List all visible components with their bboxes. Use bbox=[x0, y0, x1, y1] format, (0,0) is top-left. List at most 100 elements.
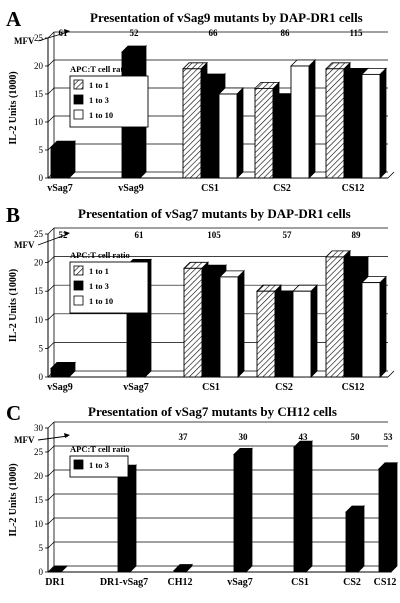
panel-letter: A bbox=[6, 7, 22, 31]
legend-entry: 1 to 1 bbox=[89, 266, 109, 276]
gridline-depth bbox=[47, 541, 55, 549]
mfv-label: MFV bbox=[14, 36, 35, 46]
x-category-label: CS1 bbox=[201, 183, 219, 194]
x-category-label: CS1 bbox=[202, 382, 220, 393]
y-tick-label: 20 bbox=[34, 258, 44, 268]
x-category-label: CS12 bbox=[342, 382, 365, 393]
legend-swatch bbox=[73, 94, 84, 105]
bar-front bbox=[272, 99, 292, 179]
bar-cs2-1-to-10 bbox=[292, 284, 318, 378]
x-category-label: CS2 bbox=[343, 577, 361, 588]
bar-front bbox=[343, 73, 363, 179]
bar-vsag7-1-to-3 bbox=[50, 140, 76, 179]
legend-swatch bbox=[73, 109, 84, 120]
x-category-label: DR1-vSag7 bbox=[100, 577, 148, 588]
bar-side bbox=[379, 275, 387, 378]
y-tick-label: 20 bbox=[34, 61, 44, 71]
bar-front bbox=[378, 468, 392, 573]
mfv-value: 86 bbox=[281, 28, 291, 38]
floor-edge bbox=[387, 370, 395, 378]
x-category-label: vSag9 bbox=[118, 183, 144, 194]
mfv-arrowhead bbox=[64, 231, 70, 236]
mfv-value: 37 bbox=[179, 432, 189, 442]
legend-entry: 1 to 3 bbox=[89, 281, 109, 291]
gridline-depth bbox=[47, 284, 55, 292]
floor-edge bbox=[387, 171, 395, 179]
gridline-depth bbox=[47, 59, 55, 67]
bar-front bbox=[50, 146, 70, 179]
legend-entry: 1 to 10 bbox=[89, 296, 113, 306]
bar-front bbox=[361, 282, 381, 378]
bar-front bbox=[361, 73, 381, 179]
gridline-depth bbox=[47, 565, 55, 573]
legend-swatch bbox=[73, 280, 84, 291]
legend-swatch bbox=[73, 79, 84, 90]
bar-front bbox=[274, 296, 294, 378]
y-axis-label: IL-2 Units (1000) bbox=[8, 463, 19, 536]
gridline-depth bbox=[47, 31, 55, 39]
mfv-value: 66 bbox=[209, 28, 219, 38]
y-tick-label: 0 bbox=[39, 173, 44, 183]
mfv-value: 53 bbox=[384, 432, 394, 442]
gridline-depth bbox=[47, 313, 55, 321]
panel-letter: B bbox=[6, 203, 20, 227]
mfv-value: 43 bbox=[299, 432, 309, 442]
gridline-depth bbox=[47, 445, 55, 453]
mfv-label: MFV bbox=[14, 435, 35, 445]
y-tick-label: 0 bbox=[39, 567, 44, 577]
legend-swatch bbox=[73, 459, 84, 470]
x-category-label: vSag7 bbox=[47, 183, 73, 194]
x-category-label: vSag9 bbox=[47, 382, 73, 393]
bar-front bbox=[325, 256, 345, 378]
y-tick-label: 0 bbox=[39, 372, 44, 382]
y-axis-label: IL-2 Units (1000) bbox=[8, 269, 19, 342]
mfv-value: 57 bbox=[283, 230, 293, 240]
bar-cs1-1-to-3 bbox=[293, 440, 313, 573]
legend-entry: 1 to 10 bbox=[89, 110, 113, 120]
legend-entry: 1 to 3 bbox=[89, 95, 109, 105]
gridline-depth bbox=[47, 421, 55, 429]
bar-front bbox=[182, 68, 202, 179]
legend-entry: 1 to 1 bbox=[89, 80, 109, 90]
bar-top bbox=[48, 565, 68, 573]
y-tick-label: 30 bbox=[34, 423, 44, 433]
chart-panel-a: A Presentation of vSag9 mutants by DAP-DR… bbox=[6, 7, 395, 194]
bar-front bbox=[183, 267, 203, 378]
mfv-value: 89 bbox=[352, 230, 362, 240]
chart-title: Presentation of vSag7 mutants by DAP-DR1… bbox=[78, 206, 351, 221]
gridline-depth bbox=[47, 256, 55, 263]
bar-vsag7-1-to-3 bbox=[233, 447, 253, 573]
y-tick-label: 20 bbox=[34, 471, 44, 481]
y-tick-label: 15 bbox=[34, 286, 44, 296]
bar-front bbox=[50, 367, 70, 378]
gridline-depth bbox=[47, 227, 55, 235]
bar-cs12-1-to-3 bbox=[378, 461, 398, 573]
legend-title: APC:T cell ratio bbox=[70, 250, 130, 260]
x-category-label: CS1 bbox=[291, 577, 309, 588]
bar-cs2-1-to-3 bbox=[345, 505, 365, 573]
bar-side bbox=[237, 269, 245, 378]
mfv-value: 52 bbox=[130, 28, 140, 38]
bar-front bbox=[254, 87, 274, 179]
y-tick-label: 25 bbox=[34, 447, 44, 457]
legend-title: APC:T cell ratio bbox=[70, 444, 130, 454]
x-category-label: vSag7 bbox=[123, 382, 149, 393]
gridline-depth bbox=[47, 493, 55, 501]
mfv-arrowhead bbox=[64, 29, 70, 34]
chart-title: Presentation of vSag9 mutants by DAP-DR1… bbox=[90, 10, 363, 25]
bar-front bbox=[218, 93, 238, 179]
mfv-value: 30 bbox=[239, 432, 249, 442]
y-tick-label: 15 bbox=[34, 495, 44, 505]
bar-front bbox=[343, 262, 363, 378]
bar-side bbox=[390, 461, 398, 573]
y-tick-label: 5 bbox=[39, 343, 44, 353]
legend-box bbox=[69, 455, 129, 478]
bar-side bbox=[129, 464, 137, 573]
bar-cs12-1-to-10 bbox=[361, 275, 387, 378]
y-tick-label: 10 bbox=[34, 519, 44, 529]
x-category-label: CS12 bbox=[342, 183, 365, 194]
bar-side bbox=[357, 505, 365, 573]
bar-front bbox=[345, 511, 359, 573]
legend-swatch bbox=[73, 295, 84, 306]
bar-side bbox=[305, 440, 313, 573]
